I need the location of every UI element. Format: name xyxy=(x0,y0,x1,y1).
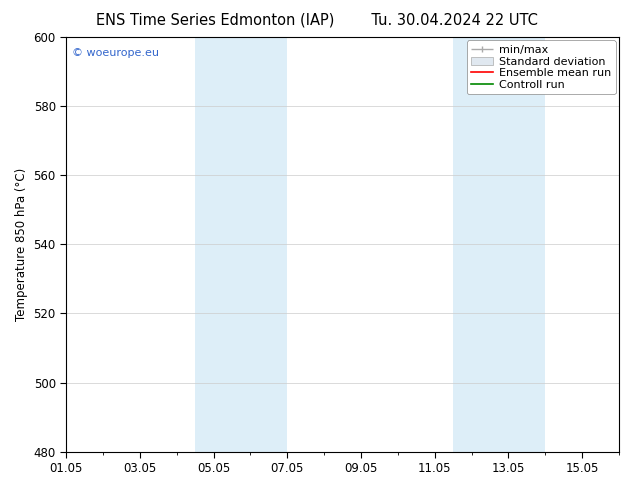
Legend: min/max, Standard deviation, Ensemble mean run, Controll run: min/max, Standard deviation, Ensemble me… xyxy=(467,41,616,95)
Y-axis label: Temperature 850 hPa (°C): Temperature 850 hPa (°C) xyxy=(15,168,28,321)
Bar xyxy=(195,37,287,452)
Bar xyxy=(453,37,545,452)
Text: ENS Time Series Edmonton (IAP)        Tu. 30.04.2024 22 UTC: ENS Time Series Edmonton (IAP) Tu. 30.04… xyxy=(96,12,538,27)
Text: © woeurope.eu: © woeurope.eu xyxy=(72,48,158,57)
